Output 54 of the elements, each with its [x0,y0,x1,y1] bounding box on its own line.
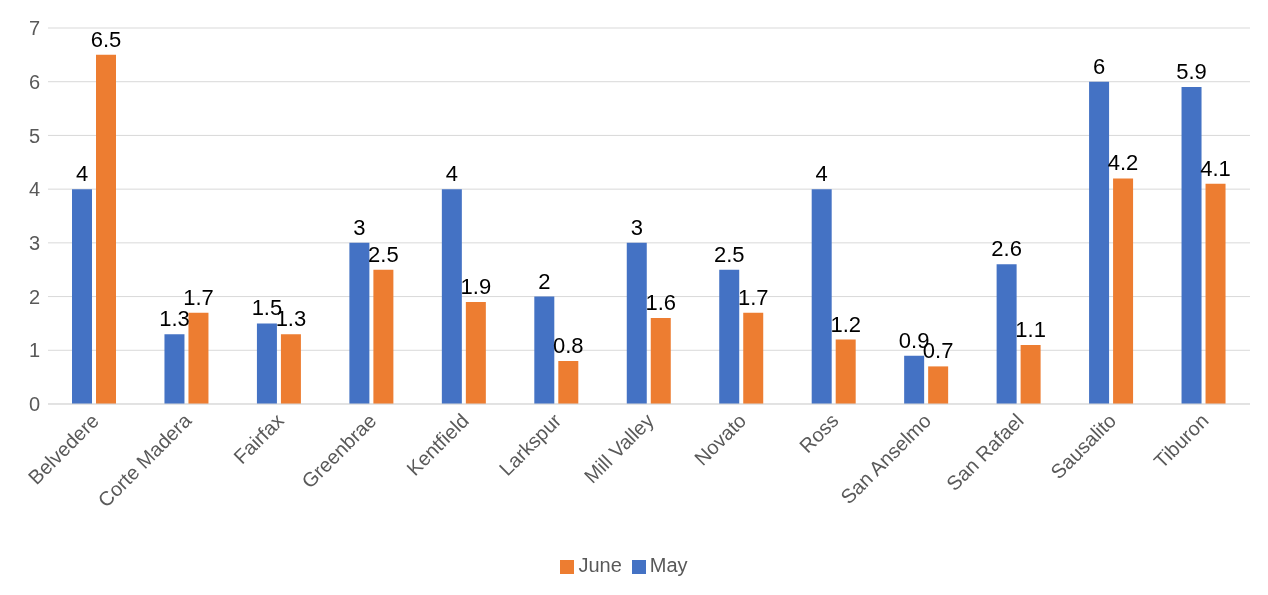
bar [1089,81,1110,404]
bar [1181,87,1202,404]
bar [904,355,925,404]
bar [1113,178,1134,404]
data-label: 4 [75,161,89,187]
bar [441,189,462,404]
bar [188,312,209,404]
bar [1020,344,1041,404]
bar [1205,183,1226,404]
bar [465,301,486,404]
bar [996,264,1017,404]
bar [164,334,185,404]
bar [835,339,856,404]
y-tick-label: 2 [28,285,40,308]
data-label: 2 [538,268,551,294]
data-label: 2.6 [991,236,1022,262]
data-label: 1.6 [645,290,677,316]
y-tick-label: 5 [28,124,40,147]
data-label: 1.1 [1015,316,1046,342]
data-label: 6.5 [90,26,122,52]
data-label: 0.8 [553,333,584,359]
bar [626,242,647,404]
data-label: 4 [445,161,458,187]
data-label: 3 [353,214,366,240]
data-label: 2.5 [368,241,399,267]
bar [349,242,370,404]
bar [650,318,671,404]
bar [811,189,832,404]
y-tick-label: 6 [28,70,40,93]
y-tick-label: 7 [28,17,40,40]
bar [743,312,764,404]
y-tick-label: 0 [28,393,40,416]
bar [280,334,301,404]
y-tick-label: 3 [28,231,40,254]
bar [72,189,92,404]
data-label: 5.9 [1176,59,1207,85]
data-label: 6 [1092,53,1106,79]
data-label: 1.7 [737,284,769,310]
bar [558,361,579,404]
data-label: 3 [630,214,643,240]
bar [534,296,555,404]
data-label: 1.2 [830,311,861,337]
bar [719,269,740,404]
data-label: 1.9 [460,273,492,299]
bar [928,366,949,404]
bar [373,269,394,404]
legend-label: June [578,554,622,576]
bar [96,54,116,404]
data-label: 2.5 [713,241,745,267]
legend-label: May [649,554,688,576]
bar [256,323,277,404]
y-tick-label: 1 [28,339,40,362]
data-label: 4 [815,161,828,187]
y-tick-label: 4 [28,178,40,201]
